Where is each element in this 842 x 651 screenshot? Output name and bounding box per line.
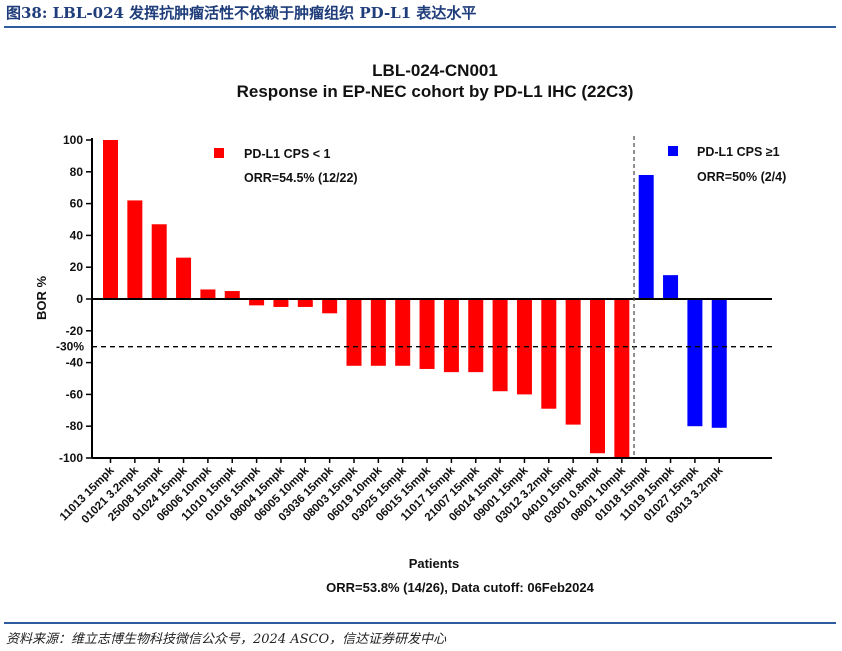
bor-waterfall-chart: LBL-024-CN001 Response in EP-NEC cohort … [34,61,786,595]
y-tick-label: -40 [66,356,84,370]
bar-01018 [638,174,654,299]
legend-orr-high: ORR=50% (2/4) [697,170,786,184]
bar-03013 [711,299,727,428]
chart-subtitle: Response in EP-NEC cohort by PD-L1 IHC (… [237,82,634,101]
y-tick-label: -20 [66,324,84,338]
bar-04010 [565,299,581,425]
y-tick-label: 40 [70,228,84,242]
y-axis-label: BOR % [34,276,49,321]
y-tick-label: 0 [76,292,83,306]
bar-01016 [249,299,265,306]
bottom-rule [4,622,836,624]
legend-swatch-low [214,148,224,158]
bar-11010 [224,291,240,299]
bar-03036 [322,299,338,314]
y-tick-label: -60 [66,387,84,401]
bar-08004 [273,299,289,307]
chart-title: LBL-024-CN001 [372,61,498,80]
bar-01024 [176,257,192,299]
bar-11019 [663,275,679,299]
reference-line-label: -30% [56,340,84,354]
bars-layer [103,140,727,458]
source-note: 资料来源：维立志博生物科技微信公众号，2024 ASCO，信达证券研发中心 [6,632,447,647]
bar-25008 [151,224,167,299]
bar-03025 [395,299,411,366]
chart-footnote: ORR=53.8% (14/26), Data cutoff: 06Feb202… [326,580,594,595]
bar-06005 [297,299,313,307]
legend-label-low: PD-L1 CPS < 1 [244,147,331,161]
top-rule [4,26,836,28]
bar-03012 [541,299,557,409]
legend-label-high: PD-L1 CPS ≥1 [697,145,780,159]
legend-swatch-high [668,146,678,156]
y-tick-label: 100 [63,133,83,147]
y-tick-label: -80 [66,419,84,433]
bar-06015 [419,299,435,369]
legend-orr-low: ORR=54.5% (12/22) [244,171,358,185]
bar-03001 [590,299,605,454]
bar-06014 [492,299,508,392]
bar-21007 [468,299,484,373]
y-tick-label: -100 [59,451,83,465]
figure-title: 图38: LBL-024 发挥抗肿瘤活性不依赖于肿瘤组织 PD-L1 表达水平 [6,4,477,22]
bar-06006 [200,289,216,299]
y-tick-label: 80 [70,165,84,179]
bar-06019 [370,299,386,366]
x-axis-label: Patients [409,556,460,571]
bar-08001 [614,299,630,458]
bar-01021 [127,200,143,299]
bar-11017 [443,299,459,373]
legend-layer: PD-L1 CPS < 1 ORR=54.5% (12/22) PD-L1 CPS … [214,145,786,185]
bar-11013 [103,140,118,299]
y-tick-label: 20 [70,260,84,274]
bar-08003 [346,299,362,366]
y-tick-label: 60 [70,197,84,211]
bar-01027 [687,299,703,427]
